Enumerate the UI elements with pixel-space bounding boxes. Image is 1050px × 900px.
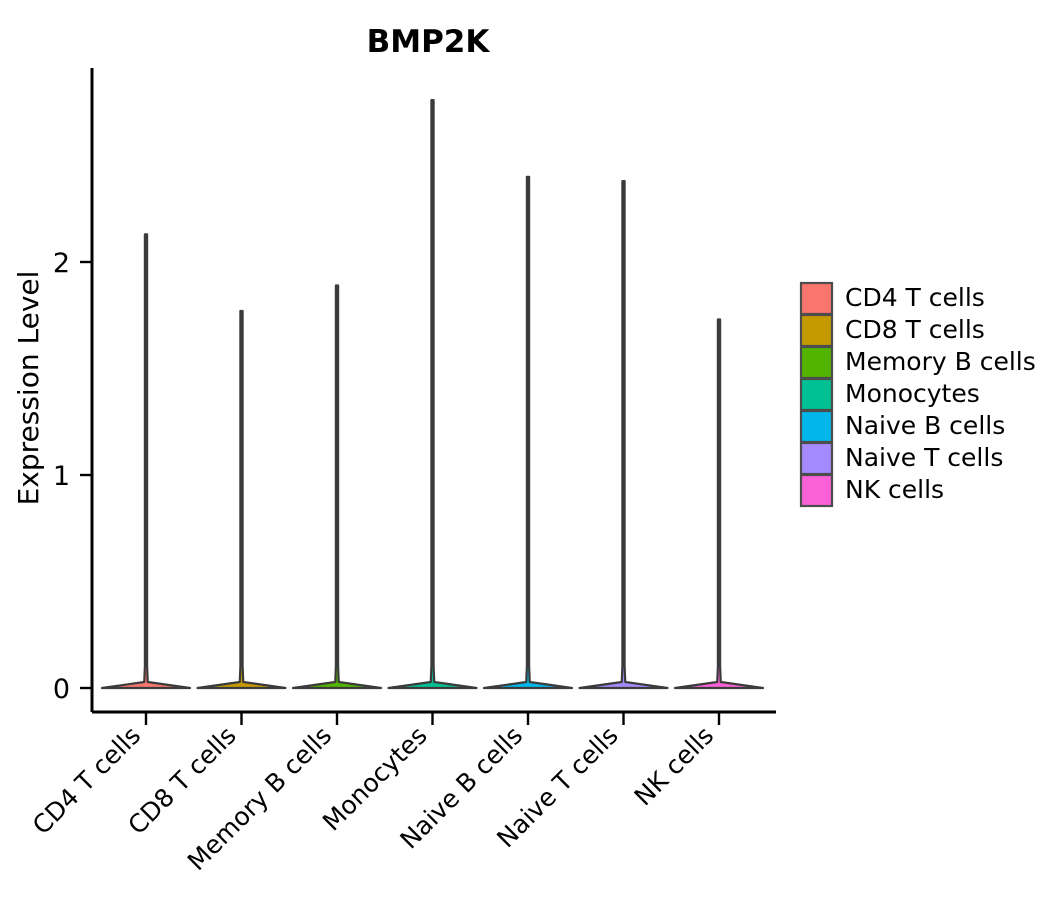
legend-label: CD8 T cells — [845, 315, 985, 344]
violin-monocytes[interactable] — [387, 99, 478, 690]
legend-swatch[interactable] — [799, 441, 834, 476]
legend-label: Naive T cells — [845, 443, 1003, 472]
legend-label: Naive B cells — [845, 411, 1005, 440]
legend-label: Monocytes — [845, 379, 980, 408]
y-axis-ticks: 0 1 2 — [53, 248, 92, 705]
y-axis: 0 1 2 Expression Level — [12, 68, 94, 712]
x-axis-ticks — [144, 712, 721, 725]
violin-memory-b-cells[interactable] — [291, 284, 383, 690]
violin-cd4-t-cells[interactable] — [100, 233, 192, 690]
y-axis-title: Expression Level — [12, 271, 45, 506]
violin-series-group — [100, 99, 765, 690]
violin-naive-b-cells[interactable] — [482, 175, 574, 690]
page-title: BMP2K — [367, 24, 491, 60]
y-tick-label: 0 — [53, 674, 70, 705]
legend: CD4 T cells CD8 T cells Memory B cells Mono… — [799, 281, 1036, 508]
legend-label: CD4 T cells — [845, 283, 985, 312]
y-tick-label: 1 — [53, 461, 70, 492]
legend-swatch[interactable] — [799, 345, 834, 380]
legend-swatch[interactable] — [799, 281, 834, 316]
violin-cd8-t-cells[interactable] — [196, 309, 287, 690]
legend-swatch[interactable] — [799, 377, 834, 412]
legend-swatch[interactable] — [799, 409, 834, 444]
legend-label: NK cells — [845, 475, 944, 504]
legend-swatch[interactable] — [799, 473, 834, 508]
violin-naive-t-cells[interactable] — [578, 179, 669, 690]
legend-swatch[interactable] — [799, 313, 834, 348]
violin-nk-cells[interactable] — [673, 318, 765, 690]
y-tick-label: 2 — [53, 248, 70, 279]
legend-label: Memory B cells — [845, 347, 1036, 376]
